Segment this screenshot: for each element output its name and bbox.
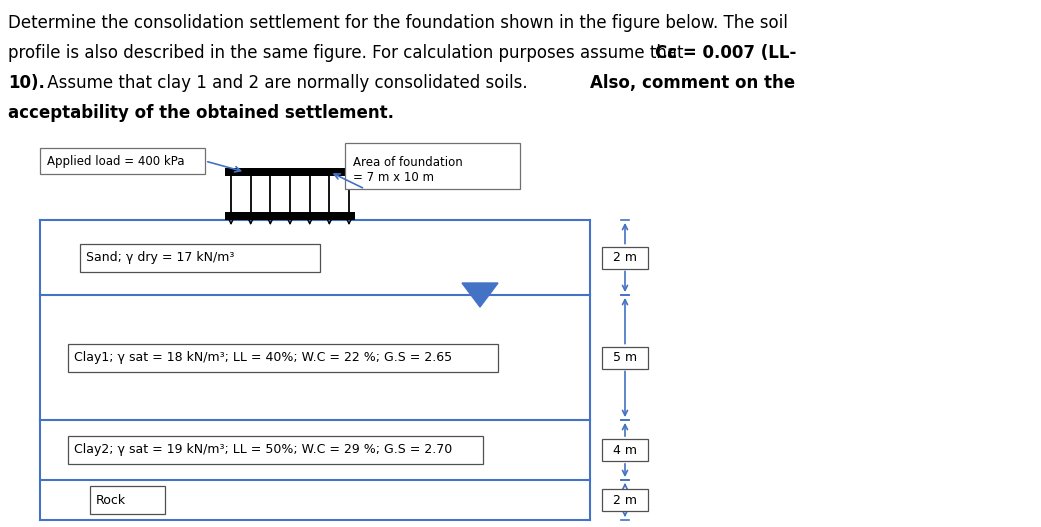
FancyBboxPatch shape: [40, 148, 205, 174]
Text: 5 m: 5 m: [613, 351, 637, 364]
Text: Area of foundation: Area of foundation: [353, 156, 463, 169]
Text: 2 m: 2 m: [613, 251, 637, 264]
FancyBboxPatch shape: [602, 489, 648, 511]
Text: Clay1; γ sat = 18 kN/m³; LL = 40%; W.C = 22 %; G.S = 2.65: Clay1; γ sat = 18 kN/m³; LL = 40%; W.C =…: [74, 351, 452, 364]
Text: 4 m: 4 m: [613, 444, 637, 456]
Text: Assume that clay 1 and 2 are normally consolidated soils.: Assume that clay 1 and 2 are normally co…: [42, 74, 533, 92]
Bar: [225, 168, 355, 176]
FancyBboxPatch shape: [602, 439, 648, 461]
FancyBboxPatch shape: [90, 486, 166, 514]
Text: Also, comment on the: Also, comment on the: [590, 74, 795, 92]
FancyBboxPatch shape: [80, 243, 320, 271]
FancyBboxPatch shape: [68, 344, 498, 372]
Text: Sand; γ dry = 17 kN/m³: Sand; γ dry = 17 kN/m³: [86, 251, 234, 264]
Text: profile is also described in the same figure. For calculation purposes assume th: profile is also described in the same fi…: [8, 44, 689, 62]
Bar: [225, 212, 355, 220]
FancyBboxPatch shape: [68, 436, 483, 464]
FancyBboxPatch shape: [345, 143, 520, 189]
Text: Rock: Rock: [96, 493, 126, 506]
Text: Determine the consolidation settlement for the foundation shown in the figure be: Determine the consolidation settlement f…: [8, 14, 788, 32]
FancyBboxPatch shape: [602, 346, 648, 368]
Text: 2 m: 2 m: [613, 493, 637, 506]
Text: acceptability of the obtained settlement.: acceptability of the obtained settlement…: [8, 104, 393, 122]
Polygon shape: [462, 283, 498, 307]
Text: = 7 m x 10 m: = 7 m x 10 m: [353, 171, 434, 184]
Text: Applied load = 400 kPa: Applied load = 400 kPa: [47, 154, 184, 168]
Text: Clay2; γ sat = 19 kN/m³; LL = 50%; W.C = 29 %; G.S = 2.70: Clay2; γ sat = 19 kN/m³; LL = 50%; W.C =…: [74, 444, 452, 456]
Text: Cc = 0.007 (LL-: Cc = 0.007 (LL-: [655, 44, 796, 62]
FancyBboxPatch shape: [602, 247, 648, 268]
Text: 10).: 10).: [8, 74, 45, 92]
